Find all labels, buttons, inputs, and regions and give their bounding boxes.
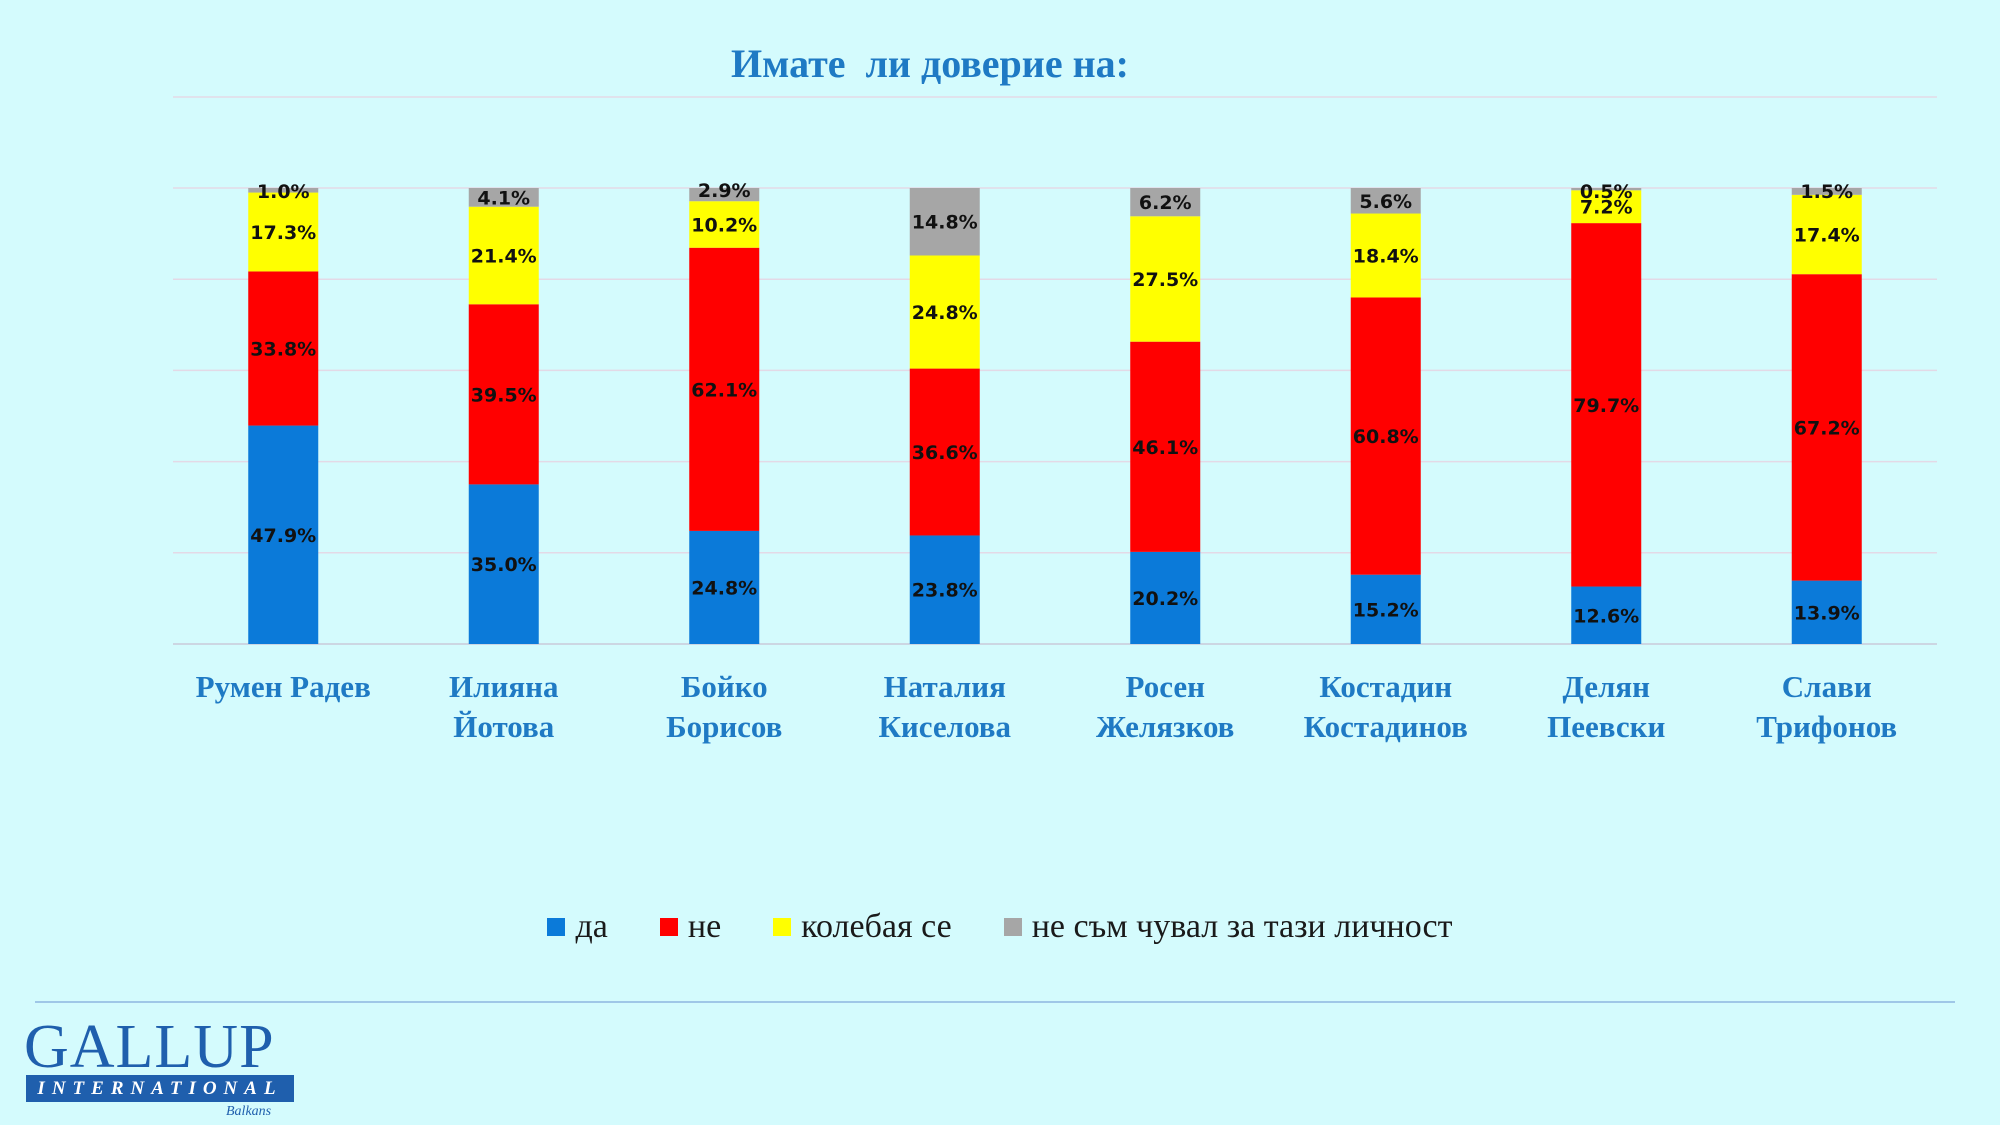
bar-segment xyxy=(689,201,760,248)
bar-segment xyxy=(468,188,539,207)
bar-segment xyxy=(1350,188,1421,214)
data-label: 39.5% xyxy=(471,384,537,406)
data-label: 46.1% xyxy=(1132,437,1198,459)
data-label: 0.5% xyxy=(1580,181,1633,203)
data-label: 2.9% xyxy=(698,180,751,202)
bar-segment xyxy=(248,271,319,426)
category-label: Бойко Борисов xyxy=(666,669,782,744)
data-label: 6.2% xyxy=(1139,192,1192,214)
data-label: 47.9% xyxy=(250,525,316,547)
bar-segment xyxy=(689,188,760,202)
data-label: 17.4% xyxy=(1794,225,1860,247)
data-label: 62.1% xyxy=(691,379,757,401)
gridlines xyxy=(173,96,1937,645)
bar-segment xyxy=(1130,551,1201,644)
data-label: 35.0% xyxy=(471,554,537,576)
data-label: 14.8% xyxy=(912,212,978,234)
bar-segment xyxy=(689,247,760,531)
data-label: 15.2% xyxy=(1353,599,1419,621)
legend-item: не xyxy=(659,908,722,946)
category-label: Росен Желязков xyxy=(1096,669,1234,744)
bars xyxy=(248,188,1862,644)
legend-item: колебая се xyxy=(773,908,952,946)
category-labels: Румен Радев Илияна Йотова Бойко Борисов Натал… xyxy=(196,669,1898,744)
data-label: 21.4% xyxy=(471,245,537,267)
legend-item: не съм чувал за тази личност xyxy=(1003,908,1453,946)
bar-segment xyxy=(248,188,319,193)
bar-segment xyxy=(689,530,760,644)
legend-swatch xyxy=(773,918,792,936)
category-label: Слави Трифонов xyxy=(1756,669,1897,744)
bar-segment xyxy=(909,255,980,369)
bar-segment xyxy=(1130,341,1201,552)
logo-subtitle: Balkans xyxy=(226,1104,272,1119)
bar-segment xyxy=(1130,216,1201,342)
bar-segment xyxy=(1350,213,1421,298)
data-label: 67.2% xyxy=(1794,417,1860,439)
legend-swatch xyxy=(1003,918,1022,936)
data-label: 4.1% xyxy=(477,187,530,209)
gallup-logo: GALLUP INTERNATIONAL Balkans xyxy=(24,1016,304,1121)
bar-segment xyxy=(1571,586,1642,644)
bar-segment xyxy=(1791,188,1862,195)
chart-title: Имате ли доверие на: xyxy=(731,41,1129,86)
bar-segment xyxy=(1791,580,1862,644)
data-label: 36.6% xyxy=(912,442,978,464)
data-label: 23.8% xyxy=(912,580,978,602)
data-label: 60.8% xyxy=(1353,426,1419,448)
bar-segment xyxy=(248,425,319,644)
category-label: Делян Пеевски xyxy=(1547,669,1665,744)
bar-labels: 47.9% 33.8% 17.3% 1.0% 35.0% 39.5% 21.4% 4.1% 24… xyxy=(250,180,1859,627)
data-label: 10.2% xyxy=(691,214,757,236)
bar-segment xyxy=(1350,297,1421,575)
data-label: 1.5% xyxy=(1800,181,1853,203)
bar-segment xyxy=(1130,188,1201,217)
data-label: 7.2% xyxy=(1580,197,1633,219)
logo-wordmark: GALLUP xyxy=(24,1013,275,1081)
bar-segment xyxy=(468,206,539,305)
category-label: Румен Радев xyxy=(196,669,371,704)
bar-segment xyxy=(909,368,980,536)
data-label: 5.6% xyxy=(1359,191,1412,213)
logo-band: INTERNATIONAL xyxy=(26,1075,294,1102)
legend-swatch xyxy=(659,918,678,936)
bar-segment xyxy=(909,188,980,256)
data-label: 1.0% xyxy=(257,181,310,203)
data-label: 24.8% xyxy=(912,302,978,324)
legend-label: колебая се xyxy=(801,908,952,945)
data-label: 24.8% xyxy=(691,577,757,599)
data-label: 18.4% xyxy=(1353,245,1419,267)
bar-segment xyxy=(1571,223,1642,587)
bar-segment xyxy=(468,304,539,485)
legend-label: не xyxy=(687,908,722,945)
legend-swatch xyxy=(547,918,566,936)
bar-segment xyxy=(1350,574,1421,644)
data-label: 13.9% xyxy=(1794,602,1860,624)
legend-label: не съм чувал за тази личност xyxy=(1031,908,1453,945)
bar-segment xyxy=(1791,274,1862,581)
legend-item: да xyxy=(547,908,608,946)
data-label: 27.5% xyxy=(1132,269,1198,291)
stacked-bar-chart: 47.9% 33.8% 17.3% 1.0% 35.0% 39.5% 21.4% 4.1% 24… xyxy=(173,96,1937,744)
bar-segment xyxy=(248,192,319,272)
data-label: 79.7% xyxy=(1573,395,1639,417)
category-label: Наталия Киселова xyxy=(878,669,1011,744)
bar-segment xyxy=(909,535,980,644)
bar-segment xyxy=(468,484,539,644)
legend: да не колебая се не съм чувал за тази лично… xyxy=(0,908,2000,946)
data-label: 33.8% xyxy=(250,339,316,361)
category-label: Илияна Йотова xyxy=(449,669,559,744)
data-label: 17.3% xyxy=(250,222,316,244)
divider xyxy=(35,1001,1955,1003)
category-label: Костадин Костадинов xyxy=(1304,669,1468,744)
bar-segment xyxy=(1791,194,1862,275)
bar-segment xyxy=(1571,190,1642,224)
data-label: 20.2% xyxy=(1132,588,1198,610)
data-label: 12.6% xyxy=(1573,605,1639,627)
bar-segment xyxy=(1571,188,1642,191)
legend-label: да xyxy=(575,908,608,945)
